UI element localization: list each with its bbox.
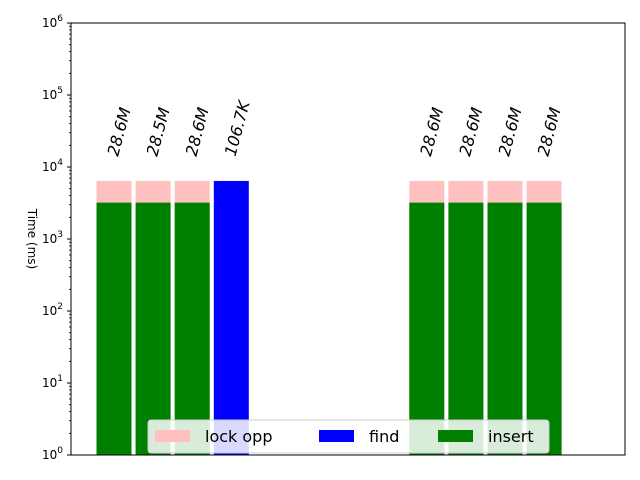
bars-layer bbox=[96, 180, 562, 455]
legend-label: find bbox=[369, 427, 399, 446]
bar-annotation: 28.6M bbox=[104, 105, 135, 158]
bar-annotations: 28.6M 28.5M 28.6M 106.7K 28.6M 28.6M 28.6M 28.6… bbox=[104, 97, 565, 158]
bar-insert bbox=[448, 202, 484, 455]
bar-insert bbox=[487, 202, 523, 455]
legend-swatch bbox=[319, 430, 354, 442]
axes: 100 101 102 103 104 105 106 Time (ms) bbox=[25, 14, 626, 462]
y-tick-label: 105 bbox=[42, 86, 63, 102]
bar-find bbox=[213, 180, 249, 455]
bar-annotation: 28.6M bbox=[495, 105, 526, 158]
y-axis-label: Time (ms) bbox=[25, 208, 39, 270]
y-tick-label: 100 bbox=[42, 446, 63, 462]
legend: lock opp find insert bbox=[147, 419, 550, 454]
y-tick-label: 106 bbox=[42, 14, 63, 30]
legend-swatch bbox=[438, 430, 473, 442]
bar-insert bbox=[135, 202, 171, 455]
bar-insert bbox=[96, 202, 132, 455]
y-tick-label: 103 bbox=[42, 230, 63, 246]
y-tick-label: 104 bbox=[42, 158, 63, 174]
legend-label: insert bbox=[488, 427, 534, 446]
bar-insert bbox=[409, 202, 445, 455]
bar-annotation: 28.6M bbox=[534, 105, 565, 158]
bar-annotation: 106.7K bbox=[221, 97, 254, 158]
y-tick-label: 102 bbox=[42, 302, 63, 318]
legend-label: lock opp bbox=[205, 427, 272, 446]
bar-annotation: 28.6M bbox=[416, 105, 447, 158]
bar-insert bbox=[526, 202, 562, 455]
legend-swatch bbox=[155, 430, 190, 442]
bar-insert bbox=[174, 202, 210, 455]
y-tick-label: 101 bbox=[42, 374, 63, 390]
bar-annotation: 28.5M bbox=[143, 105, 174, 158]
bar-annotation: 28.6M bbox=[455, 105, 486, 158]
bar-annotation: 28.6M bbox=[182, 105, 213, 158]
